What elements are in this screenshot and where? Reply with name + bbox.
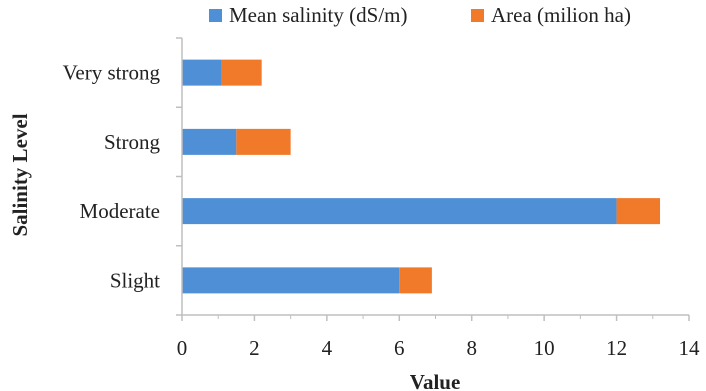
axes: Very strong Strong Moderate Slight 0 2 4 6 8 10 12… <box>63 37 701 360</box>
legend-label-mean-salinity: Mean salinity (dS/m) <box>229 3 407 27</box>
bars <box>182 59 661 294</box>
bar-very-strong-mean-salinity <box>182 59 222 86</box>
bar-moderate-area <box>616 198 661 225</box>
x-tick-label-10: 10 <box>534 336 555 360</box>
bar-slight-mean-salinity <box>182 267 400 294</box>
x-tick-label-14: 14 <box>679 336 701 360</box>
y-tick-label-slight: Slight <box>110 268 160 292</box>
x-tick-label-8: 8 <box>466 336 477 360</box>
x-tick-label-4: 4 <box>322 336 333 360</box>
bar-slight-area <box>399 267 432 294</box>
x-tick-label-12: 12 <box>606 336 627 360</box>
x-tick-label-2: 2 <box>249 336 260 360</box>
bar-moderate-mean-salinity <box>182 198 617 225</box>
legend-swatch-area <box>471 9 484 22</box>
x-tick-label-0: 0 <box>177 336 188 360</box>
legend-swatch-mean-salinity <box>209 9 222 22</box>
y-tick-label-strong: Strong <box>104 130 161 154</box>
x-axis-title: Value <box>410 370 461 391</box>
y-tick-label-moderate: Moderate <box>80 199 160 223</box>
bar-strong-mean-salinity <box>182 128 237 155</box>
x-tick-label-6: 6 <box>394 336 405 360</box>
legend-label-area: Area (milion ha) <box>491 3 631 27</box>
bar-strong-area <box>236 128 291 155</box>
y-tick-label-very-strong: Very strong <box>63 61 161 85</box>
legend: Mean salinity (dS/m) Area (milion ha) <box>209 3 631 27</box>
y-axis-title: Salinity Level <box>8 113 32 236</box>
bar-very-strong-area <box>221 59 262 86</box>
